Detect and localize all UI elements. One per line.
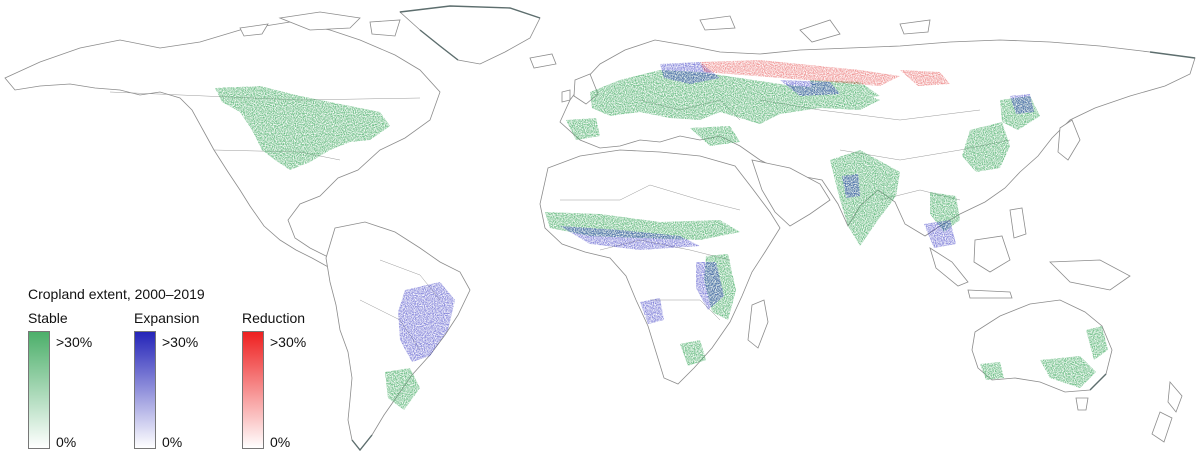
legend-stable-ramp xyxy=(28,331,50,449)
stable-iberia xyxy=(566,118,600,140)
philippines-outline xyxy=(1009,207,1027,239)
expansion-brazil xyxy=(398,282,455,362)
stable-china xyxy=(962,122,1010,172)
legend: Cropland extent, 2000–2019 Stable >30% 0… xyxy=(28,286,348,461)
legend-reduction-label: Reduction xyxy=(242,310,306,326)
expansion-angola xyxy=(640,298,664,324)
legend-stable-label: Stable xyxy=(28,310,68,326)
coastline-accents xyxy=(351,5,1196,452)
tasmania-outline xyxy=(1075,397,1089,411)
legend-reduction-ramp xyxy=(242,331,264,449)
greenland-outline xyxy=(399,5,541,65)
expansion-kazakh xyxy=(780,80,840,96)
stable-north-america xyxy=(215,86,390,170)
japan-outline xyxy=(1057,119,1081,161)
expansion-africa-west xyxy=(560,226,700,250)
new-zealand-outline xyxy=(1151,381,1183,443)
stable-australia-e xyxy=(1086,326,1108,360)
legend-expansion-label: Expansion xyxy=(134,310,200,326)
arabia-outline xyxy=(751,159,831,227)
arctic-islands-outline xyxy=(239,11,401,37)
legend-expansion: Expansion >30% 0% xyxy=(134,310,244,455)
stable-india xyxy=(830,150,900,246)
java-outline xyxy=(967,289,1013,299)
reduction-russia xyxy=(700,60,900,86)
legend-title: Cropland extent, 2000–2019 xyxy=(28,286,205,302)
stable-europe xyxy=(590,70,880,124)
new-guinea-outline xyxy=(1049,259,1131,291)
expansion-china-ne xyxy=(1010,94,1034,114)
stable-southern-africa xyxy=(680,340,706,366)
expansion-indochina xyxy=(924,220,956,248)
arctic-russia-islands-outline xyxy=(699,15,931,43)
stable-australia-se xyxy=(1040,356,1096,388)
legend-stable-low: 0% xyxy=(56,434,77,450)
madagascar-outline xyxy=(747,299,769,349)
reduction-siberia xyxy=(900,70,950,86)
legend-stable: Stable >30% 0% xyxy=(28,310,138,455)
borneo-outline xyxy=(973,235,1011,273)
stable-turkey xyxy=(690,126,740,146)
legend-stable-high: >30% xyxy=(56,334,93,350)
legend-expansion-high: >30% xyxy=(162,334,199,350)
legend-expansion-ramp xyxy=(134,331,156,449)
legend-reduction-high: >30% xyxy=(270,334,307,350)
iceland-outline xyxy=(529,53,557,69)
sumatra-outline xyxy=(929,247,969,287)
expansion-cropland-areas xyxy=(398,62,1034,362)
stable-south-america xyxy=(385,368,420,410)
south-america-outline xyxy=(325,221,471,451)
expansion-india xyxy=(842,174,860,198)
legend-reduction-low: 0% xyxy=(270,434,291,450)
stable-australia-sw xyxy=(980,362,1004,380)
legend-reduction: Reduction >30% 0% xyxy=(242,310,352,455)
expansion-africa-east xyxy=(696,262,724,310)
legend-expansion-low: 0% xyxy=(162,434,183,450)
africa-outline xyxy=(539,149,781,385)
reduction-cropland-areas xyxy=(700,60,950,86)
